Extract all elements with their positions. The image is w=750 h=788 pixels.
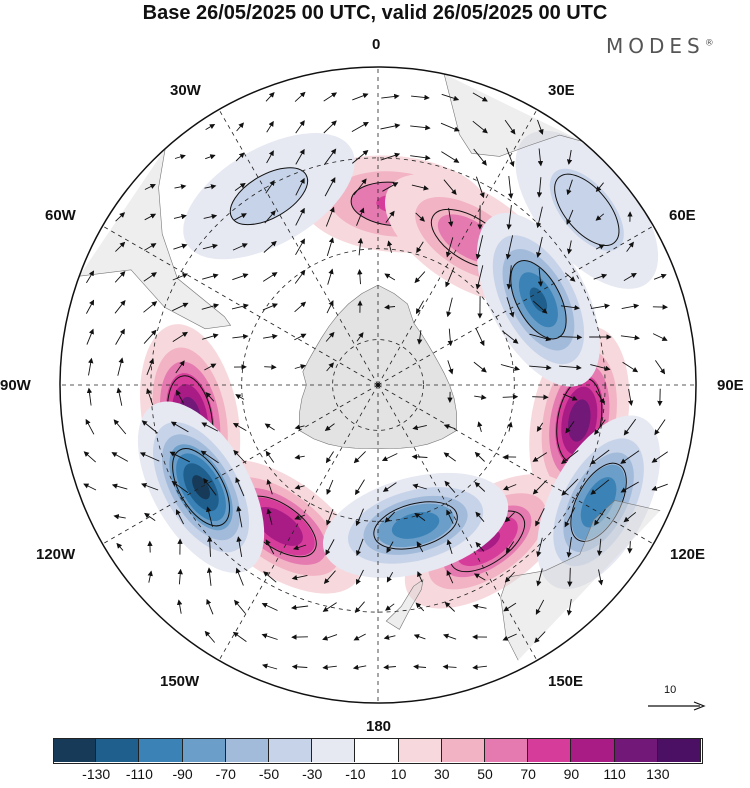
colorbar-swatch bbox=[485, 738, 528, 762]
colorbar-tick-label: -70 bbox=[216, 766, 236, 782]
south-pole-marker bbox=[376, 383, 380, 387]
colorbar-tick-label: 30 bbox=[434, 766, 450, 782]
lon-label-60e: 60E bbox=[669, 207, 696, 224]
lon-label-90e: 90E bbox=[717, 377, 744, 394]
lon-label-30w: 30W bbox=[170, 82, 201, 99]
colorbar-swatch bbox=[528, 738, 571, 762]
colorbar-tick-label: 90 bbox=[564, 766, 580, 782]
wind-vector-arrow bbox=[532, 397, 548, 398]
colorbar-tick-label: 50 bbox=[477, 766, 493, 782]
colorbar-tick-label: 130 bbox=[646, 766, 669, 782]
lon-label-0: 0 bbox=[372, 36, 380, 53]
lon-label-150w: 150W bbox=[160, 673, 199, 690]
lon-label-60w: 60W bbox=[45, 207, 76, 224]
lon-label-90w: 90W bbox=[0, 377, 31, 394]
colorbar-tick-label: 70 bbox=[520, 766, 536, 782]
wind-vector-arrow bbox=[503, 397, 518, 398]
colorbar-swatch bbox=[269, 738, 312, 762]
colorbar-tick-label: 110 bbox=[603, 766, 625, 782]
colorbar-swatch bbox=[442, 738, 485, 762]
colorbar-tick-label: -30 bbox=[302, 766, 322, 782]
colorbar-swatch bbox=[312, 738, 355, 762]
colorbar bbox=[53, 738, 703, 764]
colorbar-tick-label: -110 bbox=[126, 766, 153, 782]
lon-label-150e: 150E bbox=[548, 673, 583, 690]
reference-vector-arrow bbox=[648, 700, 706, 712]
colorbar-swatch bbox=[96, 738, 139, 762]
colorbar-tick-label: -90 bbox=[172, 766, 192, 782]
reference-vector-label: 10 bbox=[664, 684, 676, 696]
wind-vector-arrow bbox=[570, 568, 571, 586]
colorbar-swatch bbox=[615, 738, 658, 762]
colorbar-swatch bbox=[226, 738, 269, 762]
colorbar-tick-label: -10 bbox=[345, 766, 365, 782]
lon-label-120e: 120E bbox=[670, 546, 705, 563]
colorbar-swatch bbox=[571, 738, 614, 762]
colorbar-tick-label: -130 bbox=[82, 766, 110, 782]
lon-label-30e: 30E bbox=[548, 82, 575, 99]
wind-vector-arrow bbox=[264, 367, 276, 368]
colorbar-swatch bbox=[399, 738, 442, 762]
colorbar-swatch bbox=[139, 738, 182, 762]
colorbar-swatch bbox=[53, 738, 96, 762]
colorbar-tick-label: 10 bbox=[391, 766, 407, 782]
colorbar-swatch bbox=[658, 738, 701, 762]
colorbar-swatch bbox=[183, 738, 226, 762]
colorbar-tick-label: -50 bbox=[259, 766, 279, 782]
colorbar-swatch bbox=[355, 738, 398, 762]
lon-label-120w: 120W bbox=[36, 546, 75, 563]
lon-label-180: 180 bbox=[366, 718, 391, 735]
